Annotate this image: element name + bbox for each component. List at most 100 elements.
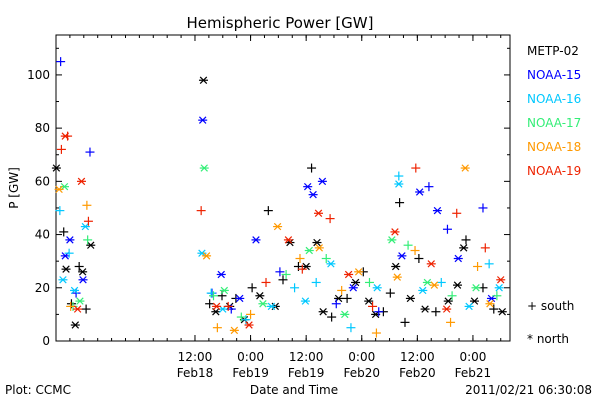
point-noaa-17-north bbox=[75, 297, 85, 305]
point-metp-02-north bbox=[61, 265, 71, 273]
legend-entry: NOAA-15 bbox=[527, 68, 581, 82]
point-noaa-19-north bbox=[442, 305, 452, 313]
x-tick-label-date: Feb19 bbox=[232, 366, 269, 380]
point-metp-02-north bbox=[497, 308, 507, 316]
point-noaa-15-south bbox=[374, 307, 384, 317]
point-metp-02-north bbox=[420, 305, 430, 313]
point-noaa-18-north bbox=[314, 244, 324, 252]
point-noaa-15-south bbox=[424, 182, 434, 192]
point-noaa-16-north bbox=[464, 302, 474, 311]
point-noaa-15-south bbox=[56, 57, 66, 67]
plot-frame bbox=[55, 34, 511, 342]
point-noaa-19-north bbox=[76, 177, 86, 186]
point-metp-02-south bbox=[278, 275, 288, 285]
point-noaa-18-south bbox=[66, 301, 76, 311]
legend-entry: METP-02 bbox=[527, 44, 579, 58]
point-noaa-17-south bbox=[236, 312, 246, 322]
point-metp-02-south bbox=[205, 299, 215, 309]
point-noaa-18-south bbox=[82, 200, 92, 210]
point-noaa-15-north bbox=[317, 177, 327, 186]
plot-timestamp: 2011/02/21 06:30:08 bbox=[465, 383, 592, 397]
point-metp-02-north bbox=[318, 308, 328, 316]
point-noaa-19-south bbox=[411, 163, 421, 173]
point-metp-02-south bbox=[327, 312, 337, 322]
point-noaa-17-south bbox=[492, 291, 502, 301]
point-noaa-17-south bbox=[364, 277, 374, 287]
x-tick-label-date: Feb19 bbox=[288, 366, 325, 380]
point-noaa-15-north bbox=[216, 270, 226, 279]
point-metp-02-north bbox=[312, 238, 322, 247]
point-metp-02-north bbox=[51, 164, 61, 172]
point-noaa-19-south bbox=[368, 301, 378, 311]
legend-south: + south bbox=[527, 299, 574, 313]
point-noaa-19-north bbox=[244, 321, 254, 329]
point-noaa-17-north bbox=[304, 246, 314, 255]
point-metp-02-south bbox=[395, 198, 405, 208]
point-metp-02-north bbox=[78, 268, 88, 276]
point-noaa-17-north bbox=[340, 310, 350, 319]
x-tick-label-time: 12:00 bbox=[400, 350, 435, 364]
point-noaa-15-north bbox=[397, 252, 407, 260]
point-metp-02-south bbox=[414, 254, 424, 264]
point-noaa-16-north bbox=[300, 297, 310, 305]
point-noaa-18-north bbox=[229, 326, 239, 335]
point-noaa-18-south bbox=[371, 328, 381, 338]
point-noaa-16-north bbox=[70, 286, 80, 295]
point-noaa-16-north bbox=[418, 286, 428, 295]
point-noaa-15-north bbox=[251, 236, 261, 244]
point-noaa-15-north bbox=[415, 188, 425, 196]
point-noaa-16-north bbox=[326, 260, 336, 268]
point-metp-02-north bbox=[405, 294, 415, 303]
point-noaa-18-north bbox=[354, 268, 364, 276]
point-noaa-17-north bbox=[199, 164, 209, 172]
point-noaa-19-south bbox=[196, 206, 206, 216]
point-noaa-15-south bbox=[442, 224, 452, 234]
point-metp-02-south bbox=[247, 283, 257, 293]
point-noaa-16-south bbox=[311, 277, 321, 287]
x-tick-label-time: 0:00 bbox=[348, 350, 375, 364]
point-noaa-19-north bbox=[426, 260, 436, 268]
point-noaa-16-south bbox=[484, 259, 494, 269]
point-noaa-19-north bbox=[314, 209, 324, 218]
legend-entry: NOAA-17 bbox=[527, 116, 581, 130]
point-noaa-17-north bbox=[219, 286, 229, 295]
point-noaa-19-north bbox=[390, 228, 400, 236]
point-noaa-17-south bbox=[209, 291, 219, 301]
chart-title: Hemispheric Power [GW] bbox=[187, 14, 374, 32]
point-metp-02-north bbox=[70, 321, 80, 329]
legend-entry: NOAA-16 bbox=[527, 92, 581, 106]
point-noaa-15-north bbox=[78, 276, 88, 284]
point-noaa-18-north bbox=[485, 300, 495, 308]
point-noaa-17-south bbox=[83, 235, 93, 245]
point-noaa-16-south bbox=[290, 283, 300, 293]
point-metp-02-south bbox=[489, 304, 499, 314]
point-metp-02-south bbox=[342, 293, 352, 303]
point-noaa-18-north bbox=[202, 252, 212, 260]
point-noaa-19-south bbox=[297, 264, 307, 274]
point-metp-02-north bbox=[452, 281, 462, 289]
point-noaa-16-south bbox=[436, 277, 446, 287]
point-metp-02-north bbox=[86, 241, 96, 249]
point-metp-02-north bbox=[459, 244, 469, 252]
point-noaa-17-south bbox=[447, 291, 457, 301]
point-noaa-19-north bbox=[212, 302, 222, 311]
point-metp-02-north bbox=[198, 76, 208, 84]
y-tick-label: 20 bbox=[35, 281, 50, 295]
point-noaa-17-south bbox=[403, 240, 413, 250]
point-noaa-15-north bbox=[348, 284, 358, 292]
point-metp-02-south bbox=[400, 317, 410, 327]
x-axis: 12:00 Feb18 0:00 Feb19 12:00 Feb19 0:00 Feb20 12… bbox=[55, 35, 502, 380]
point-noaa-15-north bbox=[308, 190, 318, 199]
point-noaa-18-south bbox=[295, 254, 305, 264]
point-noaa-19-south bbox=[325, 214, 335, 224]
point-noaa-19-south bbox=[223, 301, 233, 311]
point-noaa-15-south bbox=[85, 147, 95, 157]
x-tick-label-time: 0:00 bbox=[237, 350, 264, 364]
point-noaa-16-north bbox=[58, 276, 68, 284]
point-metp-02-south bbox=[431, 307, 441, 317]
point-noaa-19-south bbox=[56, 144, 66, 154]
x-tick-label-date: Feb21 bbox=[455, 366, 492, 380]
x-axis-label: Date and Time bbox=[250, 383, 338, 397]
y-tick-label: 80 bbox=[35, 121, 50, 135]
point-noaa-15-north bbox=[235, 294, 245, 303]
